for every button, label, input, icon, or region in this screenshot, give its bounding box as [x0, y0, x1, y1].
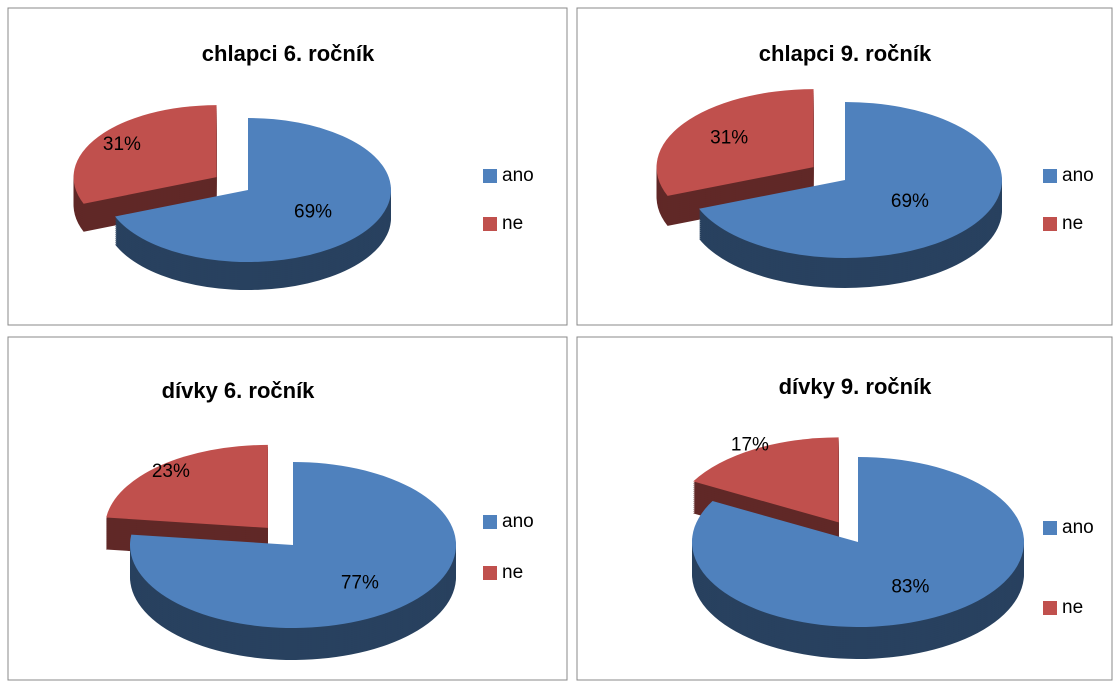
pie-slice: [106, 444, 268, 560]
legend-label: ne: [502, 213, 523, 234]
data-label: 69%: [891, 191, 929, 212]
pie-slice: [73, 105, 217, 232]
legend-swatch: [1043, 217, 1057, 231]
slice-top: [656, 89, 814, 196]
legend-swatch: [483, 217, 497, 231]
pie-slice: [656, 89, 814, 226]
legend-swatch: [483, 169, 497, 183]
chart-title: chlapci 9. ročník: [759, 41, 932, 66]
pie-slice: [693, 437, 839, 555]
slice-top: [115, 118, 392, 263]
data-label: 23%: [152, 461, 190, 482]
pie-slice: [699, 102, 1002, 288]
slice-top: [692, 457, 1025, 627]
legend-swatch: [483, 566, 497, 580]
data-label: 83%: [891, 576, 929, 597]
data-label: 17%: [731, 435, 769, 456]
legend-label: ne: [502, 562, 523, 583]
pie-slice: [129, 462, 457, 660]
legend-swatch: [1043, 601, 1057, 615]
pie-slice: [115, 118, 392, 291]
legend-label: ano: [1062, 517, 1094, 538]
legend-label: ano: [502, 511, 534, 532]
pie-slice: [691, 457, 1025, 659]
chart-title: dívky 9. ročník: [779, 374, 933, 399]
slice-top: [130, 462, 457, 628]
data-label: 31%: [103, 134, 141, 155]
legend-label: ano: [502, 165, 534, 186]
legend-label: ne: [1062, 597, 1083, 618]
data-label: 77%: [341, 573, 379, 594]
slice-top: [106, 444, 268, 528]
legend-swatch: [1043, 169, 1057, 183]
chart-title: dívky 6. ročník: [162, 378, 316, 403]
panel: [7, 336, 568, 681]
data-label: 31%: [710, 128, 748, 149]
legend-label: ne: [1062, 213, 1083, 234]
slice-top: [699, 102, 1002, 258]
legend-swatch: [1043, 521, 1057, 535]
legend-swatch: [483, 515, 497, 529]
slice-top: [73, 105, 217, 204]
slice-top: [693, 437, 839, 523]
legend-label: ano: [1062, 165, 1094, 186]
chart-title: chlapci 6. ročník: [202, 41, 375, 66]
data-label: 69%: [294, 201, 332, 222]
